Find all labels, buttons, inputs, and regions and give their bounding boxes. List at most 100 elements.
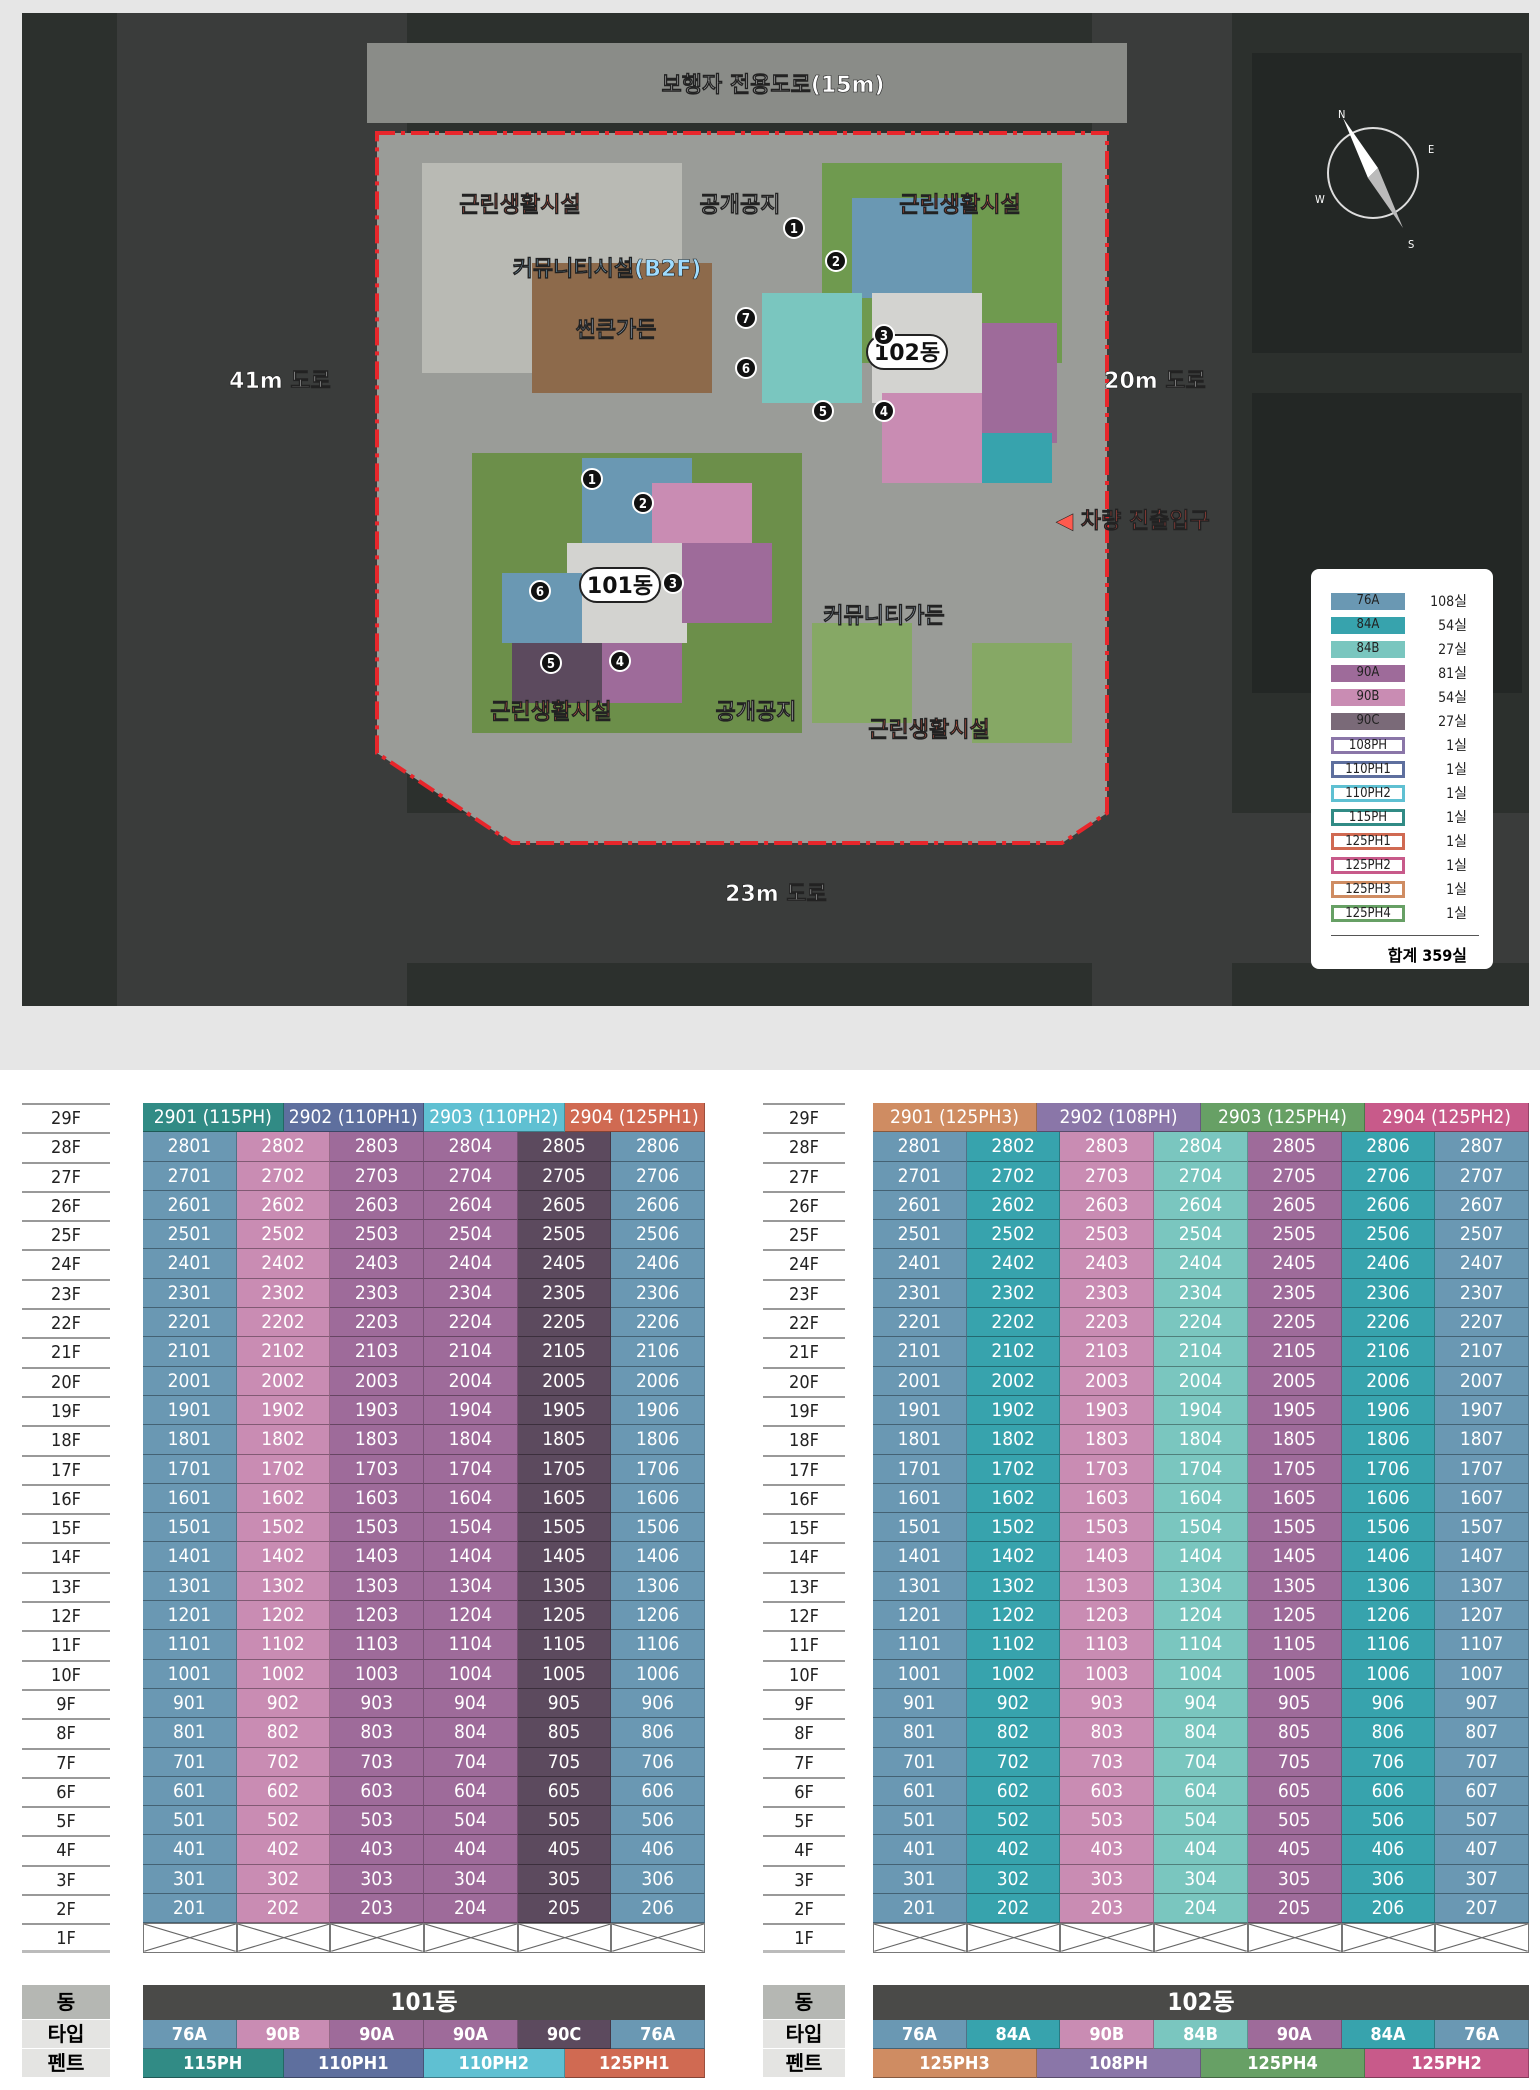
label-pedestrian-road: 보행자 전용도로(15m) bbox=[662, 73, 885, 98]
unit-cell: 1506 bbox=[611, 1513, 706, 1543]
unit-cell: 2206 bbox=[611, 1308, 706, 1338]
label-open-space-top: 공개공지 bbox=[700, 193, 781, 218]
legend-count: 1실 bbox=[1446, 810, 1467, 826]
unit-cell: 405 bbox=[1247, 1835, 1342, 1865]
unit-cell: 1901 bbox=[873, 1395, 967, 1426]
unit-cell: 1805 bbox=[517, 1425, 612, 1455]
floor-label: 16F bbox=[763, 1483, 845, 1513]
unit-cell: 1302 bbox=[236, 1571, 331, 1602]
unit-cell: 2107 bbox=[1435, 1337, 1530, 1367]
type-row: 76A 90B 90A 90A 90C 76A bbox=[143, 2020, 706, 2049]
unit-cell: 1602 bbox=[236, 1483, 331, 1514]
unit-cell: 1002 bbox=[966, 1659, 1061, 1689]
penthouse-unit: 2904 (125PH2) bbox=[1365, 1103, 1529, 1133]
unit-cell: 2807 bbox=[1435, 1132, 1530, 1162]
legend-swatch: 125PH1 bbox=[1331, 832, 1405, 850]
unit-cell: 1005 bbox=[1247, 1659, 1342, 1689]
unit-cell: 1402 bbox=[966, 1542, 1061, 1572]
unit-cell: 1104 bbox=[424, 1630, 518, 1660]
floor-label: 14F bbox=[763, 1542, 845, 1571]
legend-item: 90B 54실 bbox=[1331, 685, 1493, 709]
unit-cell: 1003 bbox=[1060, 1659, 1155, 1689]
label-type: 타입 bbox=[763, 2020, 845, 2049]
unit-cell: 2206 bbox=[1341, 1308, 1436, 1338]
unit-cell: 1205 bbox=[1247, 1601, 1342, 1631]
unit-cell: 401 bbox=[143, 1835, 237, 1865]
unit-cell: 1701 bbox=[143, 1454, 237, 1484]
unit-cell: 2006 bbox=[1341, 1366, 1436, 1396]
floor-label: 24F bbox=[22, 1249, 110, 1278]
unit-cell: 2507 bbox=[1435, 1220, 1530, 1250]
unit-cell: 2405 bbox=[1247, 1249, 1342, 1279]
floor-row: 2801 2802 2803 2804 2805 2806 bbox=[143, 1132, 706, 1162]
unit-cell: 1305 bbox=[517, 1571, 612, 1602]
floor-row: 2201 2202 2203 2204 2205 2206 bbox=[143, 1308, 706, 1338]
label-road-41m: 41m 도로 bbox=[229, 369, 331, 394]
unit-cell: 1302 bbox=[966, 1571, 1061, 1602]
svg-text:W: W bbox=[1315, 193, 1325, 206]
unit-cell: 1003 bbox=[330, 1659, 425, 1689]
unit-cell: 2805 bbox=[1247, 1132, 1342, 1162]
type-cell: 90C bbox=[517, 2020, 612, 2049]
legend-item: 125PH3 1실 bbox=[1331, 877, 1493, 901]
label-bldg-101: 101동 bbox=[587, 574, 653, 599]
svg-text:5: 5 bbox=[819, 405, 827, 420]
unit-cell: 1503 bbox=[330, 1513, 425, 1543]
type-cell: 84B bbox=[1154, 2020, 1248, 2049]
unit-cell: 301 bbox=[873, 1864, 967, 1895]
unit-cell: 906 bbox=[611, 1688, 706, 1719]
unit-cell: 1501 bbox=[143, 1513, 237, 1543]
legend-item: 125PH2 1실 bbox=[1331, 853, 1493, 877]
unit-cell: 603 bbox=[1060, 1776, 1155, 1807]
floor-row: 1901 1902 1903 1904 1905 1906 bbox=[143, 1395, 706, 1426]
floor-label: 23F bbox=[22, 1278, 110, 1308]
floor-label: 24F bbox=[763, 1249, 845, 1278]
unit-cell: 703 bbox=[1060, 1747, 1155, 1777]
floor-row: 201 202 203 204 205 206 bbox=[143, 1894, 706, 1924]
type-cell: 90B bbox=[1060, 2020, 1155, 2049]
unit-cell: 2104 bbox=[1154, 1337, 1248, 1367]
legend-count: 1실 bbox=[1446, 882, 1467, 898]
svg-text:2: 2 bbox=[832, 255, 840, 270]
unit-cell: 1401 bbox=[873, 1542, 967, 1572]
site-plan-area: N E S W 보행자 전용도로(15m) 41m 도로 20m 도로 23m … bbox=[0, 0, 1540, 1070]
legend-count: 1실 bbox=[1446, 738, 1467, 754]
floor-label: 29F bbox=[763, 1103, 845, 1132]
label-sunken-garden: 썬큰가든 bbox=[576, 318, 657, 343]
pedestrian-road bbox=[367, 43, 1127, 123]
unit-cell: 1207 bbox=[1435, 1601, 1530, 1631]
unit-cell: 206 bbox=[1341, 1894, 1436, 1924]
unit-cell: 501 bbox=[873, 1806, 967, 1836]
unit-cell: 202 bbox=[236, 1894, 331, 1924]
unit-cell: 403 bbox=[330, 1835, 425, 1865]
label-pent: 펜트 bbox=[22, 2049, 110, 2078]
unit-cell: 1901 bbox=[143, 1395, 237, 1426]
unit-cell: 2303 bbox=[1060, 1278, 1155, 1309]
unit-cell: 2103 bbox=[1060, 1337, 1155, 1367]
label-retail-br: 근린생활시설 bbox=[868, 718, 989, 743]
legend-swatch: 110PH1 bbox=[1331, 760, 1405, 778]
unit-cell: 502 bbox=[966, 1806, 1061, 1836]
unit-cell: 706 bbox=[611, 1747, 706, 1777]
unit-cell: 1202 bbox=[236, 1601, 331, 1631]
floor-row: 2101 2102 2103 2104 2105 2106 bbox=[143, 1337, 706, 1367]
legend-swatch: 108PH bbox=[1331, 736, 1405, 754]
unit-cell: 1105 bbox=[517, 1630, 612, 1660]
building-name: 101동 bbox=[143, 1985, 705, 2020]
penthouse-type-cell: 125PH2 bbox=[1365, 2049, 1529, 2078]
unit-cell: 1802 bbox=[236, 1425, 331, 1455]
floor-row: 1801 1802 1803 1804 1805 1806 1807 bbox=[873, 1425, 1530, 1455]
unit-cell: 1305 bbox=[1247, 1571, 1342, 1602]
floor-row: 2701 2702 2703 2704 2705 2706 bbox=[143, 1161, 706, 1191]
floor-row: 2301 2302 2303 2304 2305 2306 bbox=[143, 1278, 706, 1309]
unit-cell: 406 bbox=[1341, 1835, 1436, 1865]
unit-cell: 401 bbox=[873, 1835, 967, 1865]
unit-cell: 506 bbox=[1341, 1806, 1436, 1836]
unit-cell: 903 bbox=[330, 1688, 425, 1719]
unit-cell: 2802 bbox=[236, 1132, 331, 1162]
unit-cell: 2404 bbox=[424, 1249, 518, 1279]
unit-cell: 2601 bbox=[143, 1190, 237, 1221]
floor-label: 29F bbox=[22, 1103, 110, 1132]
unit-cell: 2705 bbox=[517, 1161, 612, 1191]
unit-cell: 2504 bbox=[424, 1220, 518, 1250]
